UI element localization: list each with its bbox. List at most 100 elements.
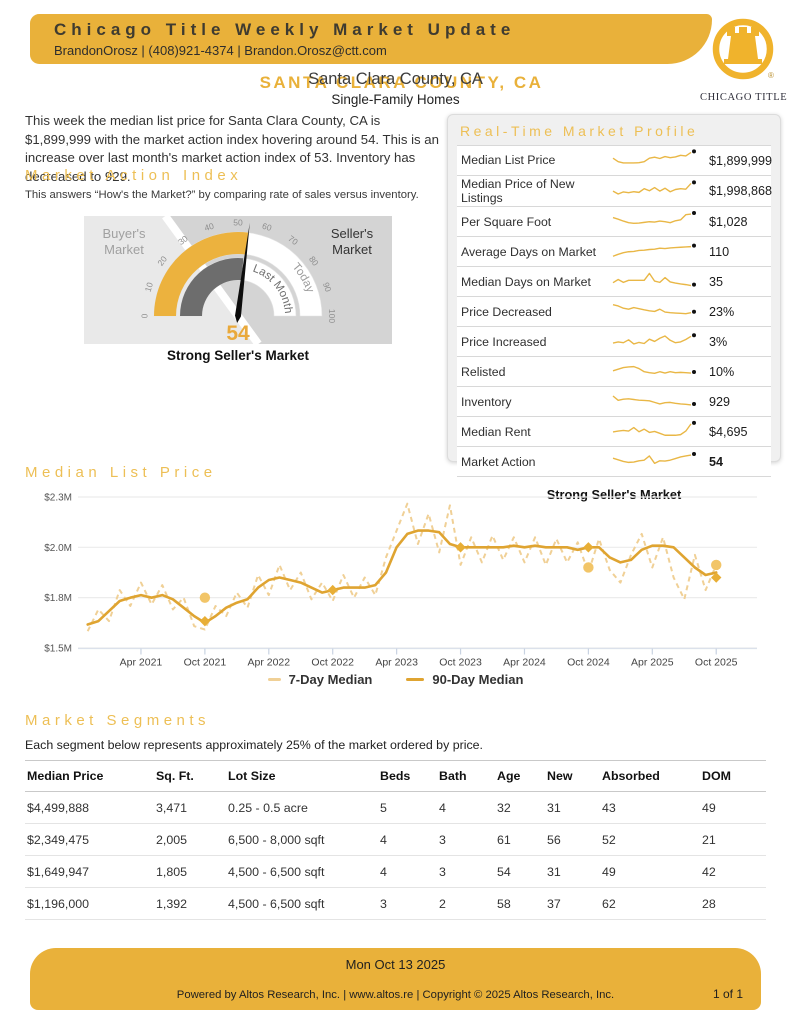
svg-text:Apr 2022: Apr 2022 — [247, 656, 290, 668]
report-title: Chicago Title Weekly Market Update — [54, 20, 516, 39]
svg-text:Seller's: Seller's — [331, 226, 374, 241]
svg-text:Apr 2023: Apr 2023 — [375, 656, 418, 668]
segments-table-row: $1,649,947 1,805 4,500 - 6,500 sqft 4 3 54 31 4… — [25, 855, 766, 888]
segments-cell: 1,392 — [154, 887, 226, 920]
legend-dash-90day-icon — [406, 677, 425, 682]
segments-cell: 43 — [600, 791, 700, 824]
segments-cell: 21 — [700, 823, 766, 856]
gauge-caption: Strong Seller's Market — [166, 348, 309, 363]
segments-cell: $1,649,947 — [25, 855, 154, 888]
svg-text:90: 90 — [321, 281, 334, 293]
segments-cell: 54 — [495, 855, 545, 888]
svg-text:50: 50 — [233, 217, 243, 227]
profile-metric-label: Average Days on Market — [461, 244, 597, 259]
sparkline-chart — [611, 268, 703, 295]
segments-column-header: DOM — [700, 760, 766, 792]
header-banner: Chicago Title Weekly Market Update Brand… — [30, 14, 712, 64]
segments-table-row: $1,196,000 1,392 4,500 - 6,500 sqft 3 2 58 37 6… — [25, 887, 766, 920]
segments-cell: 4 — [378, 823, 437, 856]
median-list-price-chart: $2.3M $2.0M $1.8M $1.5M Apr 2021 Oct 2021 Apr … — [44, 493, 757, 668]
sparkline-chart — [611, 178, 703, 205]
segments-cell: 61 — [495, 823, 545, 856]
segments-cell: 1,805 — [154, 855, 226, 888]
profile-metric-label: Median List Price — [461, 153, 556, 168]
sparkline-chart — [611, 298, 703, 325]
svg-text:Apr 2024: Apr 2024 — [503, 656, 546, 668]
chart-legend: 7-Day Median 90-Day Median — [0, 672, 791, 687]
profile-metric-label: Relisted — [461, 364, 506, 379]
segments-cell: 37 — [545, 887, 600, 920]
segments-table: Median Price Sq. Ft. Lot Size Beds Bath Age Ne… — [25, 760, 766, 920]
sparkline-chart — [611, 147, 703, 174]
segments-cell: 31 — [545, 791, 600, 824]
profile-row: Average Days on Market 110 — [457, 237, 771, 268]
svg-text:Apr 2025: Apr 2025 — [631, 656, 674, 668]
segments-cell: 4,500 - 6,500 sqft — [226, 887, 378, 920]
segments-cell: 0.25 - 0.5 acre — [226, 791, 378, 824]
svg-text:0: 0 — [139, 313, 149, 318]
segments-cell: 2,005 — [154, 823, 226, 856]
profile-metric-label: Inventory — [461, 394, 512, 409]
profile-row: Price Increased 3% — [457, 327, 771, 358]
segments-column-header: Age — [495, 760, 545, 792]
segments-cell: 4,500 - 6,500 sqft — [226, 855, 378, 888]
market-action-gauge: Last Month Today 0 10 20 30 40 50 60 70 80 90 100 Buy… — [84, 213, 392, 347]
sparkline-chart — [611, 448, 703, 475]
profile-caption: Strong Seller's Market — [546, 487, 682, 503]
svg-text:Oct 2024: Oct 2024 — [567, 656, 610, 668]
legend-item-90day: 90-Day Median — [406, 672, 523, 687]
profile-metric-value: $4,695 — [709, 424, 748, 439]
footer-page-number: 1 of 1 — [712, 987, 743, 1001]
sparkline-chart — [611, 418, 703, 445]
profile-metric-label: Per Square Foot — [461, 214, 552, 229]
sparkline-chart — [611, 358, 703, 385]
profile-row: Price Decreased 23% — [457, 297, 771, 328]
segments-cell: 3 — [437, 855, 495, 888]
contact-line: BrandonOrosz | (408)921-4374 | Brandon.O… — [54, 43, 387, 58]
segments-column-header: Absorbed — [600, 760, 700, 792]
profile-row: Relisted 10% — [457, 357, 771, 388]
profile-row: Market Action 54 — [457, 447, 771, 478]
sparkline-chart — [611, 208, 703, 235]
segments-column-header: Beds — [378, 760, 437, 792]
segments-cell: 4 — [378, 855, 437, 888]
sparkline-chart — [611, 238, 703, 265]
svg-text:10: 10 — [143, 281, 156, 293]
section-heading-market-segments: Market Segments — [25, 712, 211, 729]
svg-text:54: 54 — [226, 322, 250, 344]
segments-cell: 56 — [545, 823, 600, 856]
footer-banner: Mon Oct 13 2025 Powered by Altos Researc… — [30, 948, 761, 1010]
profile-row: Median Rent $4,695 — [457, 417, 771, 448]
segments-cell: 3,471 — [154, 791, 226, 824]
profile-row: Per Square Foot $1,028 — [457, 207, 771, 238]
profile-metric-label: Median Price of New Listings — [461, 177, 575, 206]
svg-text:$2.0M: $2.0M — [44, 543, 72, 554]
svg-text:Oct 2025: Oct 2025 — [695, 656, 738, 668]
segments-column-header: New — [545, 760, 600, 792]
property-type-subtitle: Single-Family Homes — [331, 92, 460, 107]
segments-table-row: $2,349,475 2,005 6,500 - 8,000 sqft 4 3 61 56 5… — [25, 823, 766, 856]
profile-metric-value: 929 — [709, 394, 731, 409]
profile-metric-label: Median Rent — [461, 424, 531, 439]
profile-metric-value: 35 — [709, 274, 724, 289]
segments-cell: $2,349,475 — [25, 823, 154, 856]
svg-text:Market: Market — [104, 242, 144, 257]
svg-text:Buyer's: Buyer's — [103, 226, 146, 241]
svg-text:60: 60 — [261, 221, 273, 234]
county-title: SANTA CLARA COUNTY, CA Santa Clara Count… — [0, 70, 791, 94]
segments-column-header: Median Price — [25, 760, 154, 792]
svg-text:Oct 2023: Oct 2023 — [439, 656, 482, 668]
footer-date: Mon Oct 13 2025 — [345, 957, 446, 972]
segments-cell: 58 — [495, 887, 545, 920]
segments-column-header: Lot Size — [226, 760, 378, 792]
profile-rows: Median List Price $1,899,999 Median Price … — [457, 145, 772, 478]
market-action-caption: This answers “How's the Market?” by comp… — [25, 189, 419, 201]
segments-cell: $4,499,888 — [25, 791, 154, 824]
sparkline-chart — [611, 388, 703, 415]
profile-metric-label: Median Days on Market — [461, 274, 591, 289]
castle-icon: ® — [712, 18, 774, 80]
svg-text:40: 40 — [203, 221, 215, 234]
registered-mark: ® — [768, 71, 774, 80]
profile-metric-value: 10% — [709, 364, 735, 379]
